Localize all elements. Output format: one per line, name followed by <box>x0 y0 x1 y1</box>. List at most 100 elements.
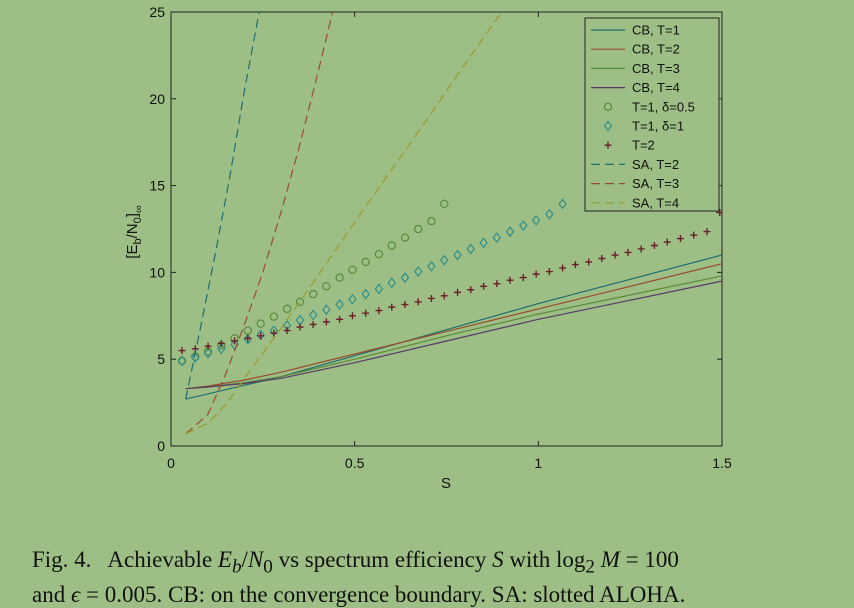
series-1 <box>185 263 722 390</box>
caption-log: log <box>556 547 586 572</box>
data-point <box>440 254 449 266</box>
data-point <box>283 327 291 335</box>
series-line <box>185 254 722 400</box>
data-point <box>231 337 239 345</box>
x-tick-label: 1 <box>534 455 542 471</box>
x-tick-label: 0.5 <box>345 455 365 471</box>
series-line <box>185 263 722 390</box>
data-point <box>571 261 579 269</box>
legend-label: CB, T=4 <box>632 80 680 95</box>
data-point <box>256 329 265 341</box>
caption-text-2: vs spectrum efficiency <box>278 547 487 572</box>
data-point <box>532 270 540 278</box>
series-9 <box>185 12 503 435</box>
caption-text-4: and <box>32 581 66 607</box>
data-point <box>387 241 396 250</box>
series-8 <box>185 12 334 435</box>
data-point <box>413 266 423 278</box>
data-point <box>690 231 698 239</box>
data-point <box>479 237 488 249</box>
data-point <box>558 198 567 210</box>
y-axis-label: [Eb/N0]∞ <box>124 205 145 258</box>
data-point <box>335 273 344 282</box>
data-point <box>203 347 213 359</box>
data-point <box>492 232 502 244</box>
data-point <box>217 340 225 348</box>
y-tick-label: 25 <box>149 4 165 20</box>
caption-eps: ϵ <box>70 581 81 607</box>
legend-label: SA, T=3 <box>632 176 679 191</box>
data-point <box>505 226 515 238</box>
data-point <box>348 265 357 274</box>
data-point <box>322 304 331 316</box>
series-7 <box>185 12 260 400</box>
caption-m: M <box>600 547 620 572</box>
caption-label: Fig. 4. <box>32 547 92 572</box>
data-point <box>466 243 476 255</box>
data-point <box>374 249 384 259</box>
data-point <box>427 294 435 302</box>
series-3 <box>185 280 722 390</box>
series-6 <box>178 209 722 355</box>
x-axis-label: S <box>441 475 451 492</box>
data-point <box>400 272 410 284</box>
caption-s: S <box>492 547 504 572</box>
data-point <box>427 260 436 272</box>
data-point <box>440 199 449 209</box>
data-point <box>493 280 501 288</box>
caption-eb: E <box>217 547 232 572</box>
data-point <box>519 220 528 232</box>
caption-text-1: Achievable <box>107 547 213 572</box>
legend-label: T=2 <box>632 138 655 153</box>
data-point <box>388 303 396 311</box>
y-tick-label: 10 <box>149 264 165 280</box>
caption-n0-sub: 0 <box>263 556 273 578</box>
y-tick-label: 15 <box>149 178 165 194</box>
data-point <box>480 282 488 290</box>
series-line <box>185 12 503 435</box>
x-tick-label: 0 <box>167 455 175 471</box>
series-layer <box>177 12 722 435</box>
data-point <box>716 209 722 217</box>
series-line <box>185 12 260 400</box>
data-point <box>256 319 265 328</box>
data-point <box>545 208 554 220</box>
data-point <box>703 228 711 236</box>
data-point <box>361 288 370 300</box>
data-point <box>322 282 331 291</box>
data-point <box>427 216 436 226</box>
legend-label: CB, T=2 <box>632 42 680 57</box>
data-point <box>545 268 553 276</box>
legend-label: T=1, δ=0.5 <box>632 99 695 114</box>
data-point <box>308 289 318 299</box>
data-point <box>598 255 606 263</box>
data-point <box>559 264 567 272</box>
data-point <box>400 233 410 242</box>
data-point <box>637 245 645 253</box>
series-line <box>185 280 722 390</box>
data-point <box>375 307 383 315</box>
data-point <box>624 248 632 256</box>
caption-eq1: = 100 <box>625 547 679 572</box>
legend-label: T=1, δ=1 <box>632 119 684 134</box>
data-point <box>387 277 397 289</box>
legend-swatch <box>604 141 612 149</box>
caption-text-3: with <box>509 547 551 572</box>
data-point <box>335 299 344 310</box>
caption-eb-sub: b <box>231 556 242 578</box>
caption-n0: N <box>247 547 264 572</box>
data-point <box>336 315 344 323</box>
data-point <box>454 288 462 296</box>
legend-label: SA, T=4 <box>632 195 679 210</box>
data-point <box>217 343 226 355</box>
data-point <box>270 329 278 337</box>
data-point <box>190 351 200 363</box>
series-line <box>185 12 334 435</box>
data-point <box>295 314 305 326</box>
data-point <box>401 301 409 309</box>
data-point <box>269 312 279 321</box>
caption-eq2: = 0.005. CB: on the convergence boundary… <box>85 581 686 607</box>
data-point <box>282 304 292 314</box>
y-tick-label: 20 <box>149 91 165 107</box>
